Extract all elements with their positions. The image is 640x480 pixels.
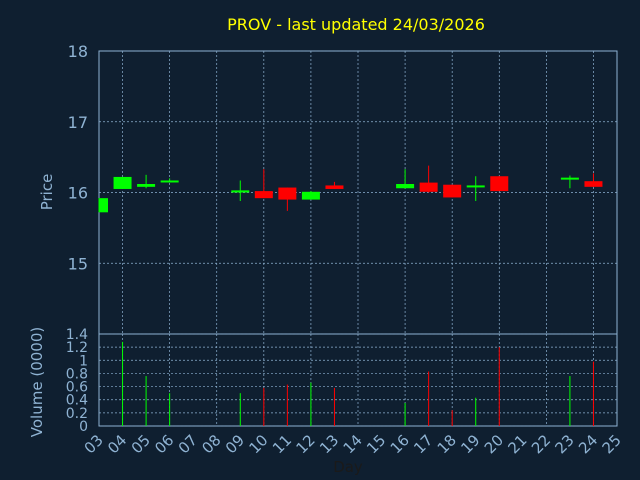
volume-tick-label: 0.8 — [66, 366, 88, 382]
volume-tick-label: 1.2 — [66, 340, 88, 356]
volume-tick-label: 0 — [79, 419, 88, 435]
x-tick-label: 19 — [457, 431, 483, 457]
volume-tick-label: 1 — [79, 353, 88, 369]
candle-body — [301, 191, 320, 200]
candle-body — [231, 190, 250, 193]
candle-body — [584, 181, 603, 187]
x-tick-label: 20 — [481, 431, 507, 457]
x-tick-label: 04 — [104, 431, 130, 457]
x-tick-label: 21 — [504, 431, 530, 457]
x-tick-label: 14 — [340, 431, 366, 457]
candle-body — [99, 198, 108, 213]
x-tick-label: 05 — [128, 431, 154, 457]
candle-body — [396, 184, 415, 189]
price-tick-label: 17 — [68, 113, 88, 132]
grid-layer — [98, 50, 618, 427]
candle-body — [325, 185, 344, 189]
x-tick-label: 18 — [434, 431, 460, 457]
chart-title: PROV - last updated 24/03/2026 — [227, 15, 485, 34]
x-tick-label: 24 — [575, 431, 601, 457]
candle-body — [419, 182, 438, 192]
candle-body — [137, 184, 156, 187]
x-tick-label: 07 — [175, 431, 201, 457]
x-tick-label: 08 — [198, 431, 224, 457]
candle-body — [466, 185, 485, 188]
volume-tick-label: 0.6 — [66, 380, 88, 396]
price-axis-label: Price — [38, 174, 56, 211]
candle-body — [490, 176, 509, 192]
x-tick-label: 09 — [222, 431, 248, 457]
x-tick-label: 03 — [81, 431, 107, 457]
marks-layer — [98, 165, 603, 426]
volume-tick-label: 0.2 — [66, 406, 88, 422]
price-tick-label: 15 — [68, 254, 88, 273]
volume-tick-label: 0.4 — [66, 393, 88, 409]
x-tick-label: 16 — [387, 431, 413, 457]
x-axis-label: Day — [333, 458, 363, 476]
x-tick-label: 06 — [151, 431, 177, 457]
candle-body — [160, 180, 179, 183]
candle-body — [560, 177, 579, 180]
price-tick-label: 18 — [68, 42, 88, 61]
x-tick-label: 23 — [552, 431, 578, 457]
candle-body — [278, 187, 297, 200]
candle-body — [113, 176, 132, 189]
candle-body — [254, 191, 273, 199]
ticks-layer: 1516171800.20.40.60.811.21.4030405060708… — [66, 42, 625, 457]
x-tick-label: 22 — [528, 431, 554, 457]
x-tick-label: 25 — [599, 431, 625, 457]
volume-tick-label: 1.4 — [66, 327, 88, 343]
x-tick-label: 13 — [316, 431, 342, 457]
x-tick-label: 15 — [363, 431, 389, 457]
volume-axis-label: Volume (0000) — [28, 327, 46, 437]
x-tick-label: 11 — [269, 431, 295, 457]
x-tick-label: 17 — [410, 431, 436, 457]
price-tick-label: 16 — [68, 184, 88, 203]
x-tick-label: 12 — [293, 431, 319, 457]
candle-body — [443, 184, 462, 198]
x-tick-label: 10 — [245, 431, 271, 457]
